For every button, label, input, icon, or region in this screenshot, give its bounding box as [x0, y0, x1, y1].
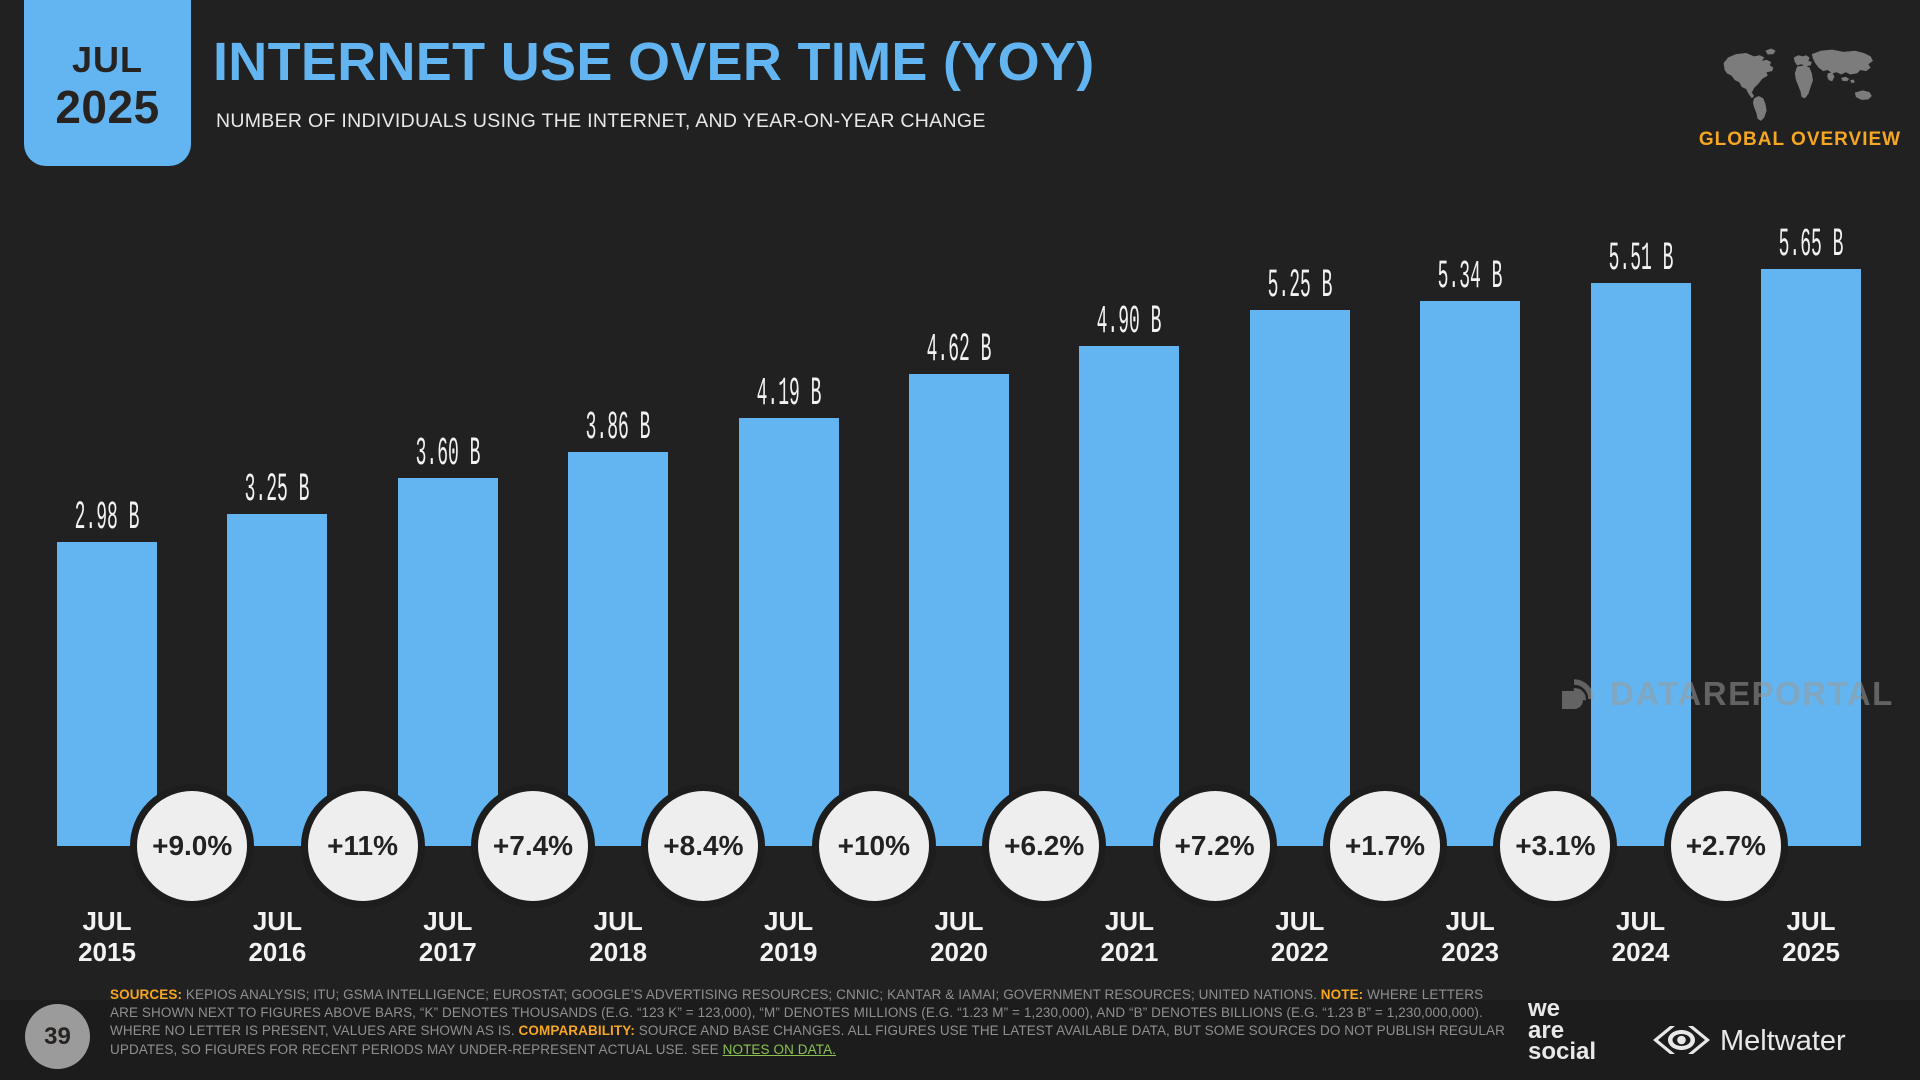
svg-text:Meltwater: Meltwater: [1720, 1025, 1846, 1057]
